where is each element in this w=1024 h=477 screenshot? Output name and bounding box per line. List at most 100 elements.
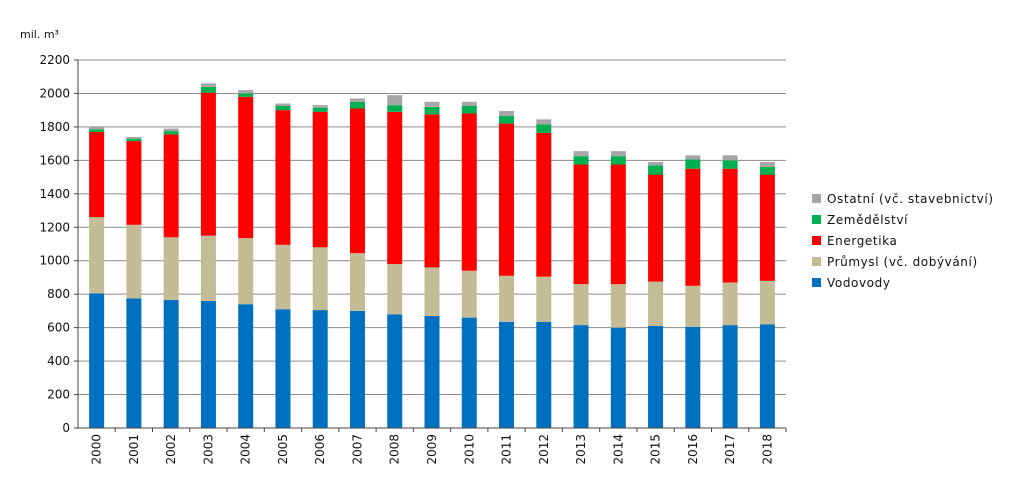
bar-segment xyxy=(573,151,589,157)
x-tick-label: 2006 xyxy=(313,434,327,465)
bar-segment xyxy=(685,155,701,160)
bar-segment xyxy=(610,156,626,165)
y-tick-label: 2000 xyxy=(39,86,70,100)
bar-segment xyxy=(387,264,403,315)
bar-segment xyxy=(424,267,440,316)
legend-item: Zemědělství xyxy=(812,209,994,230)
bar-segment xyxy=(387,105,403,112)
y-tick-label: 600 xyxy=(47,321,70,335)
bar-segment xyxy=(648,165,664,175)
legend-swatch xyxy=(812,194,821,203)
bar-segment xyxy=(275,103,291,106)
y-axis-label: mil. m³ xyxy=(20,28,59,41)
bar-segment xyxy=(349,253,365,311)
y-tick-label: 1200 xyxy=(39,220,70,234)
axes xyxy=(74,59,787,432)
x-tick-label: 2009 xyxy=(425,434,439,465)
bar-segment xyxy=(238,304,254,428)
bar-segment xyxy=(275,110,291,245)
x-tick-label: 2008 xyxy=(388,434,402,465)
bar-segment xyxy=(424,114,440,268)
bar-segment xyxy=(759,174,775,281)
bar-segment xyxy=(499,111,515,117)
y-tick-label: 0 xyxy=(62,421,70,435)
bar-segment xyxy=(573,156,589,165)
bar-segment xyxy=(461,317,477,428)
y-tick-label: 800 xyxy=(47,287,70,301)
y-tick-label: 1800 xyxy=(39,120,70,134)
bar-segment xyxy=(610,327,626,428)
x-tick-label: 2001 xyxy=(127,434,141,465)
bar-segment xyxy=(312,111,328,248)
bar-segment xyxy=(275,244,291,310)
bar-segment xyxy=(722,282,738,326)
bar-segment xyxy=(163,300,179,428)
legend-item: Vodovody xyxy=(812,272,994,293)
bar-segment xyxy=(387,111,403,265)
bar-segment xyxy=(387,314,403,428)
bar-segment xyxy=(163,131,179,135)
legend-label: Průmysl (vč. dobývání) xyxy=(827,254,978,269)
bar-segment xyxy=(610,164,626,285)
legend-label: Energetika xyxy=(827,233,898,248)
x-tick-label: 2016 xyxy=(686,434,700,465)
legend-swatch xyxy=(812,257,821,266)
bar-segment xyxy=(200,92,216,236)
bar-segment xyxy=(200,83,216,87)
bar-segment xyxy=(536,276,552,322)
bar-segment xyxy=(461,106,477,114)
bar-segment xyxy=(722,168,738,283)
bar-segment xyxy=(200,235,216,301)
bar-segment xyxy=(536,132,552,277)
bar-segment xyxy=(610,151,626,157)
bar-segment xyxy=(648,281,664,326)
bar-segment xyxy=(759,167,775,175)
x-tick-label: 2010 xyxy=(462,434,476,465)
bar-segment xyxy=(349,310,365,428)
bar-segment xyxy=(759,280,775,325)
x-tick-label: 2015 xyxy=(649,434,663,465)
bar-segment xyxy=(610,284,626,328)
bar-segment xyxy=(461,270,477,318)
bar-segment xyxy=(126,141,142,225)
bar-segment xyxy=(349,98,365,102)
bar-segment xyxy=(536,321,552,428)
bar-segment xyxy=(312,107,328,112)
bar-segment xyxy=(238,90,254,94)
legend-swatch xyxy=(812,236,821,245)
bar-segment xyxy=(536,124,552,133)
x-tick-label: 2002 xyxy=(164,434,178,465)
legend-label: Zemědělství xyxy=(827,212,909,227)
bar-segment xyxy=(89,293,105,428)
x-tick-label: 2007 xyxy=(350,434,364,465)
bar-segment xyxy=(499,275,515,322)
bar-segment xyxy=(200,300,216,428)
x-tick-label: 2011 xyxy=(500,434,514,465)
bar-segment xyxy=(200,86,216,93)
bar-segment xyxy=(163,237,179,301)
bar-segment xyxy=(238,96,254,239)
x-tick-label: 2017 xyxy=(723,434,737,465)
legend-swatch xyxy=(812,215,821,224)
bar-segment xyxy=(163,134,179,238)
bar-segment xyxy=(759,162,775,168)
y-tick-labels: 0 200 400 600 800 1000 1200 1400 1600 1800 2000 220… xyxy=(39,53,70,435)
bar-segment xyxy=(89,131,105,218)
y-tick-label: 2200 xyxy=(39,53,70,67)
bar-segment xyxy=(685,285,701,327)
bar-segment xyxy=(573,325,589,428)
bar-segment xyxy=(536,119,552,125)
legend-item: Ostatní (vč. stavebnictví) xyxy=(812,188,994,209)
legend-item: Energetika xyxy=(812,230,994,251)
bar-segment xyxy=(685,326,701,428)
bar-segment xyxy=(312,310,328,428)
bar-segment xyxy=(163,128,179,132)
bar-segment xyxy=(648,162,664,166)
bar-segment xyxy=(573,284,589,326)
bar-segment xyxy=(648,325,664,428)
bar-segment xyxy=(722,160,738,169)
bar-segment xyxy=(499,123,515,276)
y-tick-label: 200 xyxy=(47,388,70,402)
bar-segment xyxy=(349,108,365,254)
